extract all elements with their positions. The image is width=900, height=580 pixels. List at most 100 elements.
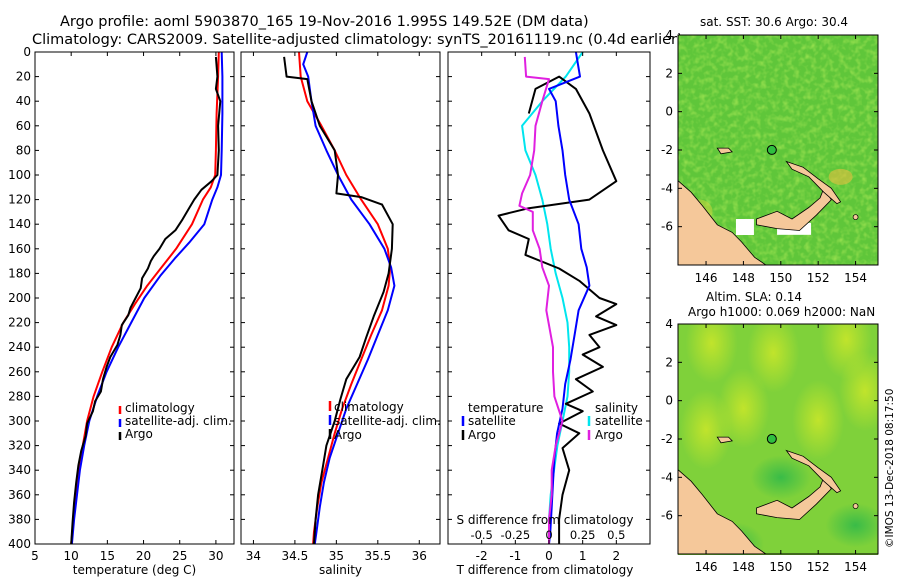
x-tick-label: 35 (329, 549, 344, 563)
top-x-tick-label: 0.25 (570, 528, 596, 542)
legend-label: satellite (468, 414, 516, 428)
map-x-tick-label: 152 (807, 560, 830, 574)
figure-title-line-2: Climatology: CARS2009. Satellite-adjuste… (32, 32, 683, 48)
legend-label: climatology (125, 401, 195, 415)
series-line-climatology (298, 52, 392, 544)
x-tick-label: 0 (545, 549, 553, 563)
bougainville-island (852, 214, 859, 220)
y-tick-label: 220 (8, 316, 31, 330)
map-field (678, 35, 878, 265)
new-ireland-land (785, 449, 842, 494)
y-tick-label: 240 (8, 340, 31, 354)
y-tick-label: 260 (8, 365, 31, 379)
map-field (678, 324, 878, 555)
high-sla-patch (680, 389, 733, 470)
difference-panel: -2 -1 0 1 2T difference from climatology S di… (447, 51, 651, 577)
legend-label: satellite-adj. clim. (125, 414, 232, 428)
top-x-tick-label: -0.25 (500, 528, 530, 542)
temperature-legend: climatology satellite-adj. clim. Argo (118, 401, 232, 441)
series-line-satellite-adj-clim- (70, 52, 224, 544)
y-tick-label: 360 (8, 488, 31, 502)
plot-frame (447, 51, 651, 545)
map-x-tick-label: 154 (844, 271, 867, 285)
salinity-legend: climatology satellite-adj. clim. Argo (328, 400, 441, 442)
x-tick-label: 34.5 (282, 549, 309, 563)
y-tick-label: 140 (8, 217, 31, 231)
x-tick-label: 35.5 (364, 549, 391, 563)
legend-head-salinity: salinity (595, 401, 638, 415)
legend-label: satellite (595, 414, 643, 428)
series-group (283, 52, 396, 544)
salinity-panel: 34 34.5 35 35.5 36 salinity (240, 51, 441, 577)
high-sla-patch (838, 351, 878, 432)
plot-frame (240, 51, 441, 545)
x-tick-label: 10 (64, 549, 79, 563)
legend-head-temperature: temperature (468, 401, 543, 415)
x-axis-label: T difference from climatology (456, 563, 634, 577)
series-group (497, 52, 618, 544)
high-sla-patch (685, 324, 738, 384)
y-tick-label: 80 (16, 143, 31, 157)
y-tick-label: 400 (8, 537, 31, 551)
map-x-tick-label: 154 (844, 560, 867, 574)
y-tick-label: 60 (16, 119, 31, 133)
figure-title-line-1: Argo profile: aoml 5903870_165 19-Nov-20… (60, 14, 589, 30)
y-tick-label: 320 (8, 439, 31, 453)
x-tick-label: 30 (208, 549, 223, 563)
map-x-tick-label: 146 (695, 560, 718, 574)
legend-label: Argo (125, 427, 153, 441)
warm-patch (828, 168, 853, 185)
sla-map-title: Altim. SLA: 0.14 (706, 290, 802, 304)
map-x-tick-label: 148 (732, 271, 755, 285)
x-tick-label: 36 (412, 549, 427, 563)
x-axis-label: salinity (319, 563, 362, 577)
map-y-tick-label: 0 (665, 394, 673, 408)
map-x-tick-label: 150 (769, 271, 792, 285)
x-tick-label: -1 (509, 549, 521, 563)
y-tick-label: 40 (16, 94, 31, 108)
series-line-t-argo (497, 75, 618, 544)
x-tick-label: 5 (31, 549, 39, 563)
map-y-tick-label: 0 (665, 105, 673, 119)
top-x-tick-label: 0.5 (607, 528, 625, 542)
temperature-panel: 0 20 40 60 80 100 120 140 160 180 200 220 240 260 280 3… (8, 45, 235, 577)
map-y-tick-label: 2 (665, 355, 673, 369)
map-y-tick-label: -4 (661, 181, 673, 195)
map-x-tick-label: 146 (695, 271, 718, 285)
x-tick-label: 2 (613, 549, 621, 563)
new-ireland-land (785, 160, 842, 205)
x-axis-label: temperature (deg C) (73, 563, 196, 577)
series-line-argo (283, 56, 394, 544)
series-group (70, 52, 224, 544)
y-tick-label: 20 (16, 70, 31, 84)
series-line-argo (70, 56, 222, 544)
legend-label: Argo (468, 428, 496, 442)
map-x-tick-label: 148 (732, 560, 755, 574)
y-tick-label: 0 (23, 45, 31, 59)
sst-map-title: sat. SST: 30.6 Argo: 30.4 (700, 15, 848, 29)
legend-label: climatology (334, 400, 404, 414)
map-x-tick-label: 152 (807, 271, 830, 285)
top-x-tick-label: -0.5 (470, 528, 492, 542)
map-y-tick-label: -6 (661, 509, 673, 523)
top-axis-label: S difference from climatology (457, 513, 634, 527)
top-x-tick-label: 0 (545, 528, 552, 542)
high-sla-patch (747, 324, 800, 393)
series-line-s-argo (518, 56, 564, 544)
new-guinea-land (678, 180, 767, 265)
y-tick-label: 180 (8, 266, 31, 280)
manus-island (716, 147, 734, 155)
map-y-tick-label: -4 (661, 470, 673, 484)
sla-map: 146 148 150 152 154 4 2 0 -2 -4 -6 (661, 317, 879, 574)
sla-map-subtitle: Argo h1000: 0.069 h2000: NaN (688, 305, 875, 319)
argo-position-marker (766, 433, 777, 444)
missing-data (735, 219, 754, 235)
high-sla-patch (792, 379, 845, 460)
y-tick-label: 160 (8, 242, 31, 256)
difference-legend: temperature satellite Argo salinity sate… (461, 401, 643, 442)
legend-label: Argo (334, 428, 362, 442)
map-y-tick-label: 2 (665, 66, 673, 80)
map-x-tick-label: 150 (769, 560, 792, 574)
map-y-tick-label: 4 (665, 317, 673, 331)
